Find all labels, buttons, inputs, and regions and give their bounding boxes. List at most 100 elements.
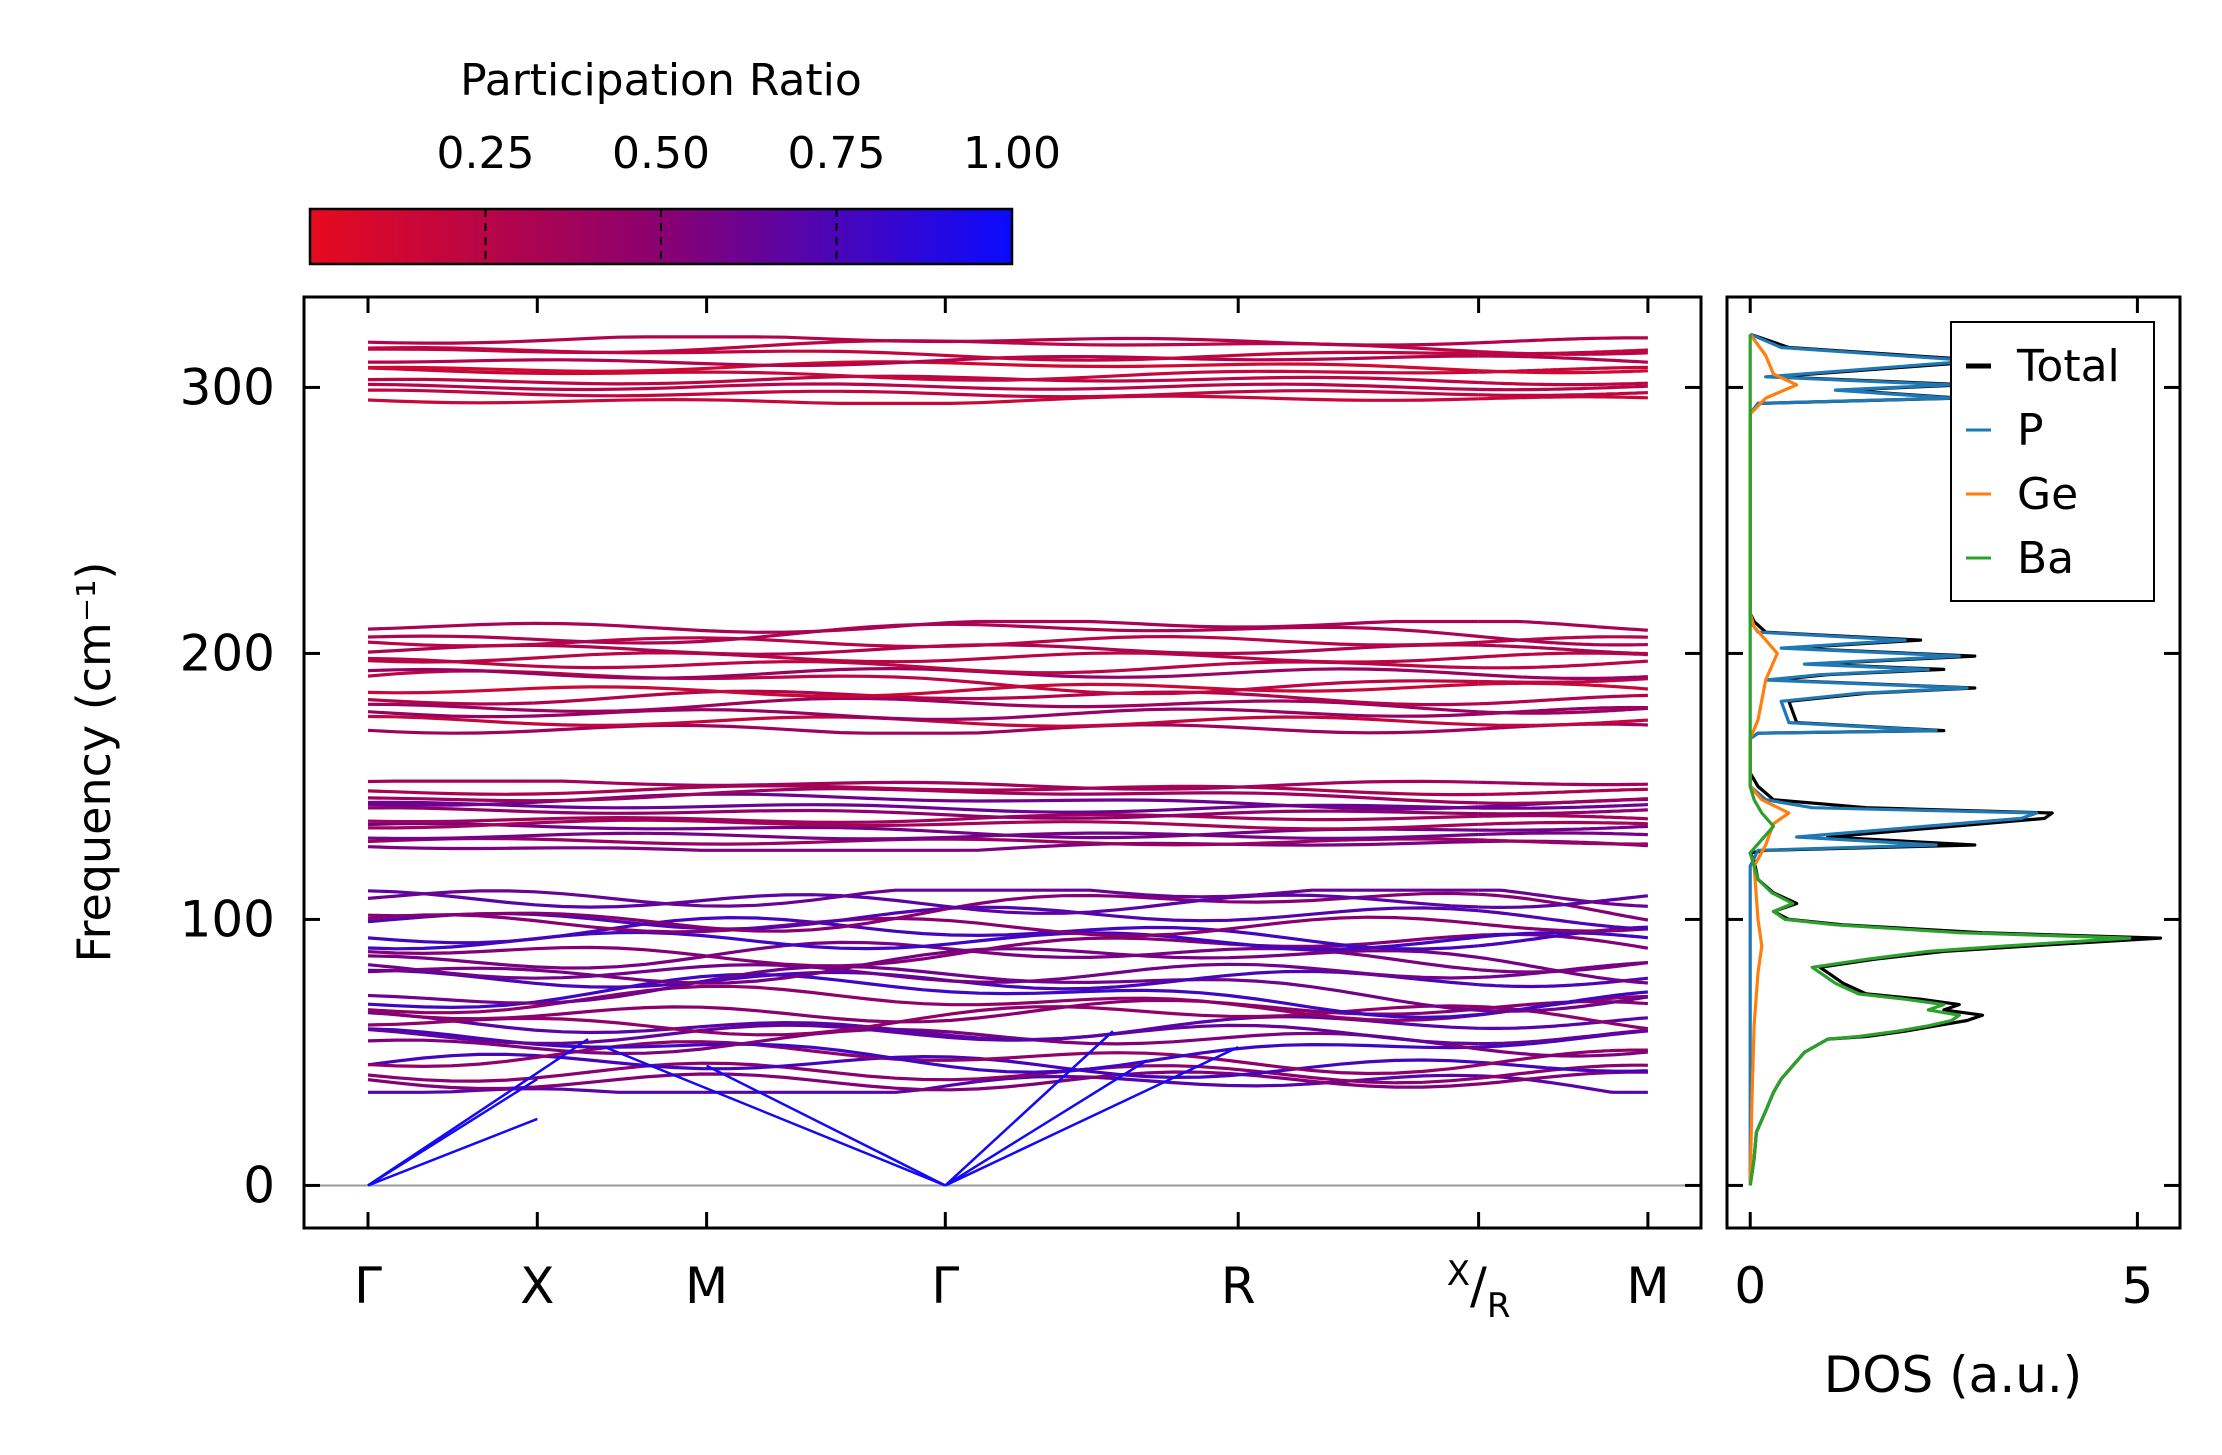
phonon-band-line xyxy=(1478,350,1648,356)
phonon-band-line xyxy=(1478,930,1649,940)
colorbar-tick-label: 1.00 xyxy=(963,128,1061,179)
phonon-band-line xyxy=(367,1040,1479,1076)
phonon-band-line xyxy=(367,1027,1479,1056)
phonon-band-line xyxy=(367,682,1479,698)
x-tick-label: R xyxy=(1221,1257,1256,1315)
phonon-band-line xyxy=(1478,336,1648,345)
phonon-band-line xyxy=(1478,369,1648,375)
phonon-band-line xyxy=(367,962,1479,984)
dos-x-tick-label: 5 xyxy=(2122,1257,2154,1315)
x-tick-label: X xyxy=(520,1257,554,1315)
phonon-band-line xyxy=(1478,391,1648,397)
phonon-band-line xyxy=(1478,787,1648,797)
phonon-band-line xyxy=(1478,820,1648,826)
dos-axes-frame xyxy=(1725,295,2182,1230)
phonon-band-line xyxy=(367,394,1479,405)
legend-label: Total xyxy=(2016,341,2120,392)
phonon-band-line xyxy=(367,360,1479,373)
phonon-band-line xyxy=(1478,1060,1648,1073)
participation-ratio-colorbar: 0.25 0.50 0.75 1.00 Participation Ratio xyxy=(308,55,1061,266)
x-tick-label: Γ xyxy=(931,1257,959,1315)
phonon-band-line xyxy=(367,964,1479,1012)
phonon-band-line xyxy=(367,1070,1479,1092)
phonon-band-line xyxy=(1478,894,1649,909)
phonon-band-line xyxy=(1478,384,1648,392)
phonon-band-line xyxy=(1478,780,1648,787)
acoustic-band-line xyxy=(944,1059,1148,1187)
phonon-band-line xyxy=(367,888,1479,908)
acoustic-band-line xyxy=(944,1030,1114,1187)
phonon-band-line xyxy=(1478,673,1648,680)
phonon-band-line xyxy=(367,889,1479,915)
dos-line-ge xyxy=(1748,333,1799,1186)
phonon-band-line xyxy=(367,840,1479,852)
phonon-band-line xyxy=(367,634,1479,649)
phonon-band-line xyxy=(367,707,1479,722)
y-tick-label: 0 xyxy=(243,1156,275,1214)
phonon-band-line xyxy=(367,972,1479,1020)
phonon-band-line xyxy=(1478,380,1648,387)
phonon-band-line xyxy=(367,723,1479,735)
phonon-band-line xyxy=(367,382,1479,392)
band-axes-ticks: 0 100 200 300 Γ X M Γ R X/R M xyxy=(180,297,1701,1326)
phonon-band-line xyxy=(1478,888,1648,908)
colorbar-tick-label: 0.25 xyxy=(437,128,535,179)
phonon-band-line xyxy=(367,1023,1479,1046)
phonon-band-line xyxy=(367,1004,1479,1037)
phonon-band-line xyxy=(1478,1028,1649,1046)
phonon-band-line xyxy=(367,388,1479,399)
legend-items: Total P Ge Ba xyxy=(1966,341,2120,584)
phonon-band-line xyxy=(367,915,1479,951)
legend-label: Ge xyxy=(2017,469,2078,520)
phonon-band-line xyxy=(1478,808,1648,816)
phonon-band-line xyxy=(1478,1047,1649,1058)
phonon-band-line xyxy=(1478,960,1649,974)
phonon-band-line xyxy=(1478,677,1649,684)
colorbar-title: Participation Ratio xyxy=(460,55,862,106)
phonon-band-line xyxy=(367,784,1479,797)
phonon-band-line xyxy=(1478,354,1648,364)
phonon-band-line xyxy=(1478,643,1648,656)
phonon-band-line xyxy=(1478,1005,1649,1031)
phonon-band-line xyxy=(367,619,1479,634)
y-tick-label: 200 xyxy=(180,624,275,682)
phonon-band-line xyxy=(367,913,1479,938)
acoustic-band-line xyxy=(367,1038,589,1187)
acoustic-band-line xyxy=(706,1064,946,1187)
phonon-band-line xyxy=(367,696,1479,714)
colorbar-ticks: 0.25 0.50 0.75 1.00 xyxy=(437,128,1061,264)
phonon-band-line xyxy=(367,1061,1479,1085)
phonon-band-line xyxy=(367,947,1479,985)
phonon-band-line xyxy=(367,651,1479,664)
phonon-band-line xyxy=(367,374,1479,386)
y-tick-label: 300 xyxy=(180,358,275,416)
acoustic-band-line xyxy=(944,1045,1239,1187)
phonon-band-line xyxy=(367,891,1479,933)
phonon-band-line xyxy=(1478,909,1648,931)
phonon-band-line xyxy=(367,813,1479,825)
phonon-band-line xyxy=(1478,797,1648,805)
phonon-band-line xyxy=(1478,693,1648,706)
phonon-band-line xyxy=(368,354,1479,368)
y-axis-label: Frequency (cm⁻¹) xyxy=(67,562,121,963)
dos-x-tick-label: 0 xyxy=(1734,1257,1766,1315)
x-tick-label: Γ xyxy=(354,1257,382,1315)
dos-legend: Total P Ge Ba xyxy=(1950,321,2155,602)
colorbar-tick-label: 0.50 xyxy=(612,128,710,179)
phonon-band-line xyxy=(1478,814,1648,821)
legend-label: Ba xyxy=(2017,533,2074,584)
phonon-band-line xyxy=(1478,619,1648,632)
phonon-band-line xyxy=(1478,659,1648,670)
x-tick-label: X/R xyxy=(1447,1254,1511,1326)
phonon-bands xyxy=(367,335,1649,1187)
phonon-band-line xyxy=(367,905,1479,931)
phonon-band-line xyxy=(1478,718,1648,727)
phonon-band-line xyxy=(1478,803,1648,810)
phonon-band-line xyxy=(1478,706,1649,715)
phonon-band-line xyxy=(1478,824,1648,832)
dos-line-ba xyxy=(1748,334,2132,1186)
phonon-band-line xyxy=(367,1011,1479,1042)
